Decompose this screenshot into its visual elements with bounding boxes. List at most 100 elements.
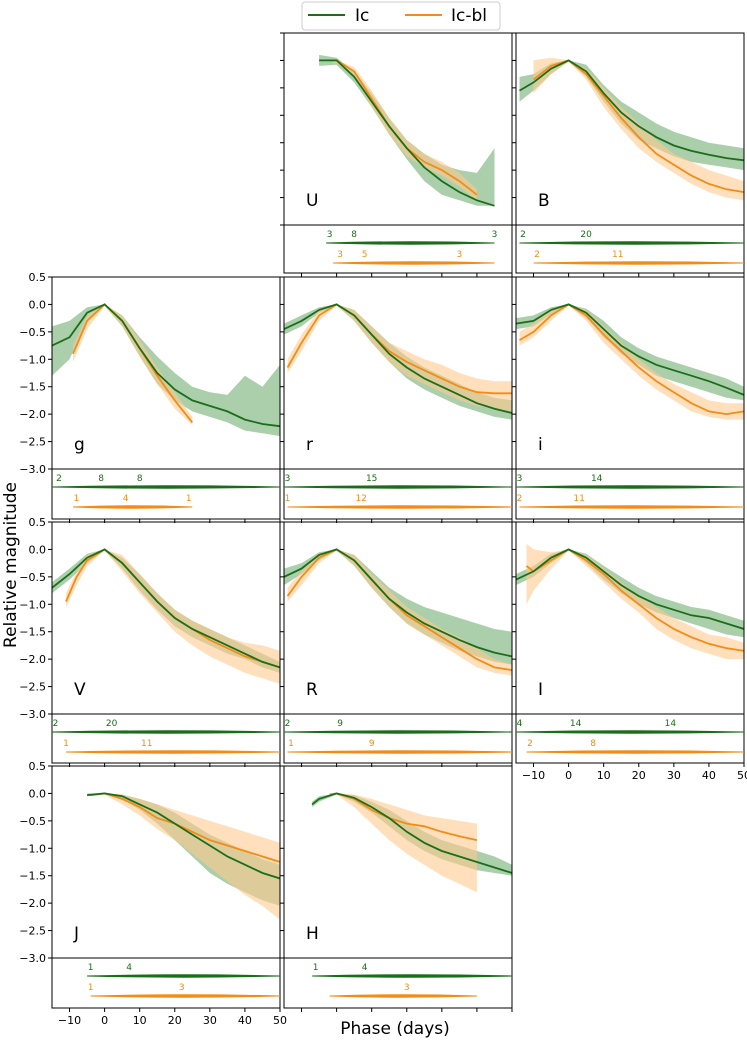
panel-I-frame [515, 521, 745, 764]
panel-R-icbl-count: 9 [369, 739, 375, 749]
panel-g-ic-count: 8 [98, 474, 104, 484]
panel-H-frame [283, 765, 513, 1009]
panel-U-ic-sample-band [326, 241, 495, 245]
panel-I-xtick-label: 40 [702, 769, 716, 782]
panel-g-ic-count: 8 [137, 474, 143, 484]
panel-I-icbl-count: 8 [590, 739, 596, 749]
panel-V-icbl-count: 11 [141, 739, 152, 749]
y-axis-title: Relative magnitude [1, 482, 21, 648]
panel-J-ic-sample-band [87, 974, 281, 978]
panel-g-icbl-sample-band [72, 505, 193, 509]
panel-H-filter-label: H [306, 924, 319, 944]
panel-I-xtick-label: 50 [737, 769, 747, 782]
panel-V-filter-label: V [74, 680, 86, 700]
panel-R-icbl-band [287, 549, 512, 676]
panel-g-ytick-label: −0.5 [19, 326, 46, 339]
panel-U-icbl-count: 3 [337, 250, 343, 260]
panel-r-icbl-sample-band [287, 505, 513, 509]
panel-U-ic-count: 8 [351, 230, 357, 240]
panel-J-ytick-label: 0.5 [29, 760, 47, 773]
panel-r-ic-line [284, 303, 512, 414]
panel-I-xtick-label: 0 [565, 769, 572, 782]
panel-J-ytick-label: −2.0 [19, 897, 46, 910]
legend-frame [301, 1, 501, 31]
panel-J-ytick-label: −3.0 [19, 952, 46, 965]
panel-R-filter-label: R [306, 680, 318, 700]
legend-ic-label: Ic [355, 6, 369, 26]
panel-U-frame [283, 32, 513, 274]
panel-U-filter-label: U [306, 191, 318, 211]
panel-J-xtick-label: 0 [101, 1014, 108, 1027]
panel-R: R 2 9 1 9 [280, 521, 513, 767]
panel-V-icbl-count: 1 [63, 739, 69, 749]
panel-V-ytick-label: −0.5 [19, 571, 46, 584]
panel-I-icbl-count: 2 [527, 739, 533, 749]
panel-g-ytick-label: −3.0 [19, 463, 46, 476]
panel-I-xtick-label: −10 [522, 769, 545, 782]
panel-R-icbl-count: 1 [288, 739, 294, 749]
panel-r-plot-area [284, 303, 512, 420]
panel-g-plot-area [52, 303, 280, 437]
panel-B-ic-count: 20 [580, 230, 592, 240]
panel-i-icbl-sample-band [519, 505, 745, 509]
panel-r-icbl-count: 1 [285, 494, 291, 504]
panel-g-ytick-label: −1.0 [19, 353, 46, 366]
panel-V: 0.50.0−0.5−1.0−1.5−2.0−2.5−3.0V2 201 11 [19, 516, 281, 767]
panel-I-filter-label: I [538, 680, 543, 700]
x-axis-title: Phase (days) [340, 1019, 450, 1039]
panel-J-ytick-label: 0.0 [29, 787, 47, 800]
panel-i-ic-count: 3 [517, 474, 523, 484]
panel-U-icbl-count: 3 [457, 250, 463, 260]
panel-R-icbl-sample-band [287, 750, 513, 754]
panel-B-icbl-band [533, 57, 744, 201]
panel-R-plot-area [284, 548, 512, 676]
panel-I-xtick-label: 30 [667, 769, 681, 782]
legend-icbl-label: Ic-bl [451, 6, 487, 26]
panel-J-ic-count: 4 [126, 963, 132, 973]
panel-B: B 2 20 2 11 [512, 32, 745, 277]
panel-H-icbl-sample-band [329, 994, 477, 998]
panel-J-filter-label: J [73, 924, 79, 944]
panel-R-ic-line [284, 548, 512, 658]
panel-i-ic-count: 14 [591, 474, 603, 484]
panel-r: r 3 15 1 12 [280, 276, 513, 523]
panel-J-ytick-label: −2.5 [19, 925, 46, 938]
panel-V-plot-area [52, 548, 280, 684]
panel-U: U3 8 33 5 3 [280, 32, 513, 277]
panel-V-ic-count: 2 [53, 719, 59, 729]
panel-H-plot-area [311, 792, 512, 893]
panel-B-filter-label: B [538, 191, 550, 211]
panel-I-ic-count: 14 [665, 719, 677, 729]
panel-J-icbl-count: 3 [179, 983, 185, 993]
panel-g-icbl-band [73, 304, 193, 426]
panel-r-icbl-line [286, 303, 512, 395]
panel-V-ic-sample-band [51, 730, 281, 734]
panel-H-icbl-count: 3 [404, 983, 410, 993]
panel-J-xtick-label: 20 [168, 1014, 182, 1027]
panel-g-frame [51, 276, 281, 520]
panel-g-ytick-label: 0.0 [29, 298, 47, 311]
panel-I: −10 0 10 20 30 40 50 I 4 14 14 2 8 [512, 521, 747, 782]
panel-r-icbl-count: 12 [355, 494, 366, 504]
panel-V-ic-line [52, 548, 280, 669]
panel-B-ic-sample-band [519, 241, 745, 245]
panel-B-icbl-sample-band [533, 261, 745, 265]
panel-r-ic-count: 3 [285, 474, 291, 484]
panel-I-ic-sample-band [515, 730, 745, 734]
panel-H-ic-sample-band [312, 974, 513, 978]
panel-i-ic-line [516, 303, 744, 396]
panel-I-plot-area [516, 543, 744, 660]
panel-B-ic-count: 2 [520, 230, 526, 240]
legend: Ic Ic-bl [301, 1, 501, 31]
panel-H-icbl-band [329, 793, 477, 893]
panel-R-ic-count: 9 [337, 719, 343, 729]
panel-V-icbl-sample-band [65, 750, 281, 754]
panel-g-ic-count: 2 [56, 474, 62, 484]
panel-g-icbl-count: 4 [123, 494, 129, 504]
panel-V-ytick-label: −2.5 [19, 681, 46, 694]
panel-g-ytick-label: 0.5 [29, 271, 47, 284]
panel-J-ytick-label: −1.5 [19, 870, 46, 883]
panel-J-frame [51, 765, 281, 1009]
panel-R-ic-count: 2 [285, 719, 291, 729]
panel-g-ytick-label: −2.0 [19, 408, 46, 421]
